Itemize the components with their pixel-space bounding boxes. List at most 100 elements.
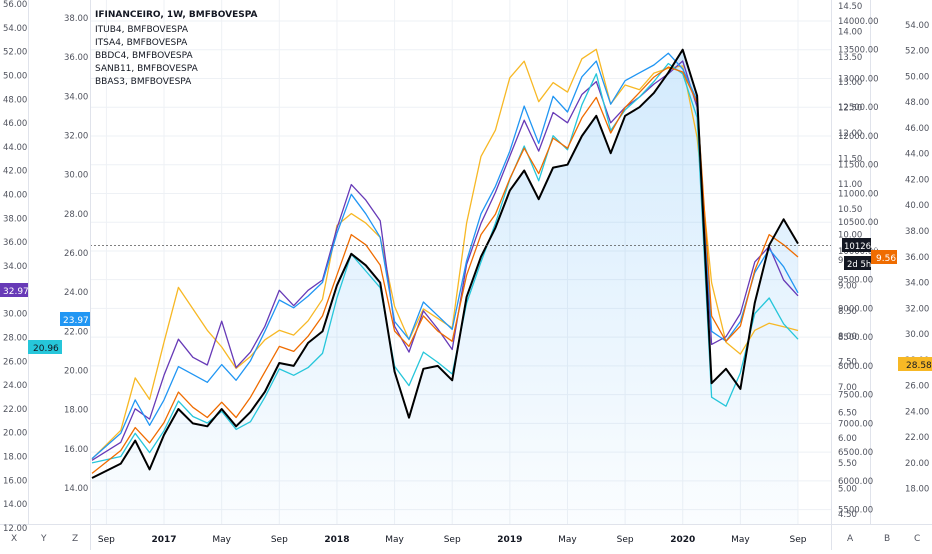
y-tick-label-bbas3: 52.00 [3, 48, 27, 58]
y-tick-label-ifinanceiro: 9000.00 [838, 304, 873, 314]
legend-bbas3: BBAS3, BMFBOVESPA [95, 77, 192, 87]
x-tick-label: 2020 [670, 535, 695, 545]
y-tick-label-santander: 20.00 [905, 459, 929, 469]
y-tick-label-santander: 42.00 [905, 175, 929, 185]
y-tick-label-bbas3: 36.00 [3, 238, 27, 248]
y-tick-label-ifinanceiro: 6500.00 [838, 448, 873, 458]
y-tick-label-ifinanceiro: 10500.00 [838, 218, 879, 228]
axis-button-a[interactable]: A [847, 534, 854, 544]
y-tick-label-itsa4: 34.00 [64, 92, 88, 102]
y-tick-label-itsa4: 30.00 [64, 171, 88, 181]
y-tick-label-itub4: 14.00 [838, 27, 862, 37]
y-tick-label-itub4: 11.00 [838, 180, 862, 190]
y-tick-label-ifinanceiro: 7500.00 [838, 391, 873, 401]
y-tick-label-bbas3: 12.00 [3, 524, 27, 534]
legend-itub4: ITUB4, BMFBOVESPA [95, 25, 189, 35]
y-tick-label-santander: 40.00 [905, 201, 929, 211]
legend-bbdc4: BBDC4, BMFBOVESPA [95, 51, 193, 61]
y-tick-label-itub4: 14.50 [838, 2, 862, 12]
badge-sanb11-text: 32.97 [3, 287, 29, 297]
y-tick-label-itsa4: 32.00 [64, 132, 88, 142]
y-tick-label-santander: 48.00 [905, 98, 929, 108]
axis-button-c[interactable]: C [914, 534, 920, 544]
y-tick-label-bbas3: 40.00 [3, 191, 27, 201]
y-tick-label-bbas3: 14.00 [3, 500, 27, 510]
y-tick-label-santander: 38.00 [905, 227, 929, 237]
y-tick-label-santander: 46.00 [905, 124, 929, 134]
y-tick-label-bbas3: 22.00 [3, 405, 27, 415]
y-tick-label-santander: 18.00 [905, 485, 929, 495]
y-tick-label-itsa4: 20.00 [64, 367, 88, 377]
y-tick-label-itsa4: 16.00 [64, 445, 88, 455]
y-tick-label-ifinanceiro: 11000.00 [838, 189, 879, 199]
y-tick-label-santander: 52.00 [905, 47, 929, 57]
y-tick-label-ifinanceiro: 8000.00 [838, 362, 873, 372]
y-tick-label-ifinanceiro: 13500.00 [838, 46, 879, 56]
y-tick-label-bbas3: 48.00 [3, 95, 27, 105]
badge-itub4-text: 9.56 [876, 254, 896, 264]
x-tick-label: Sep [790, 535, 807, 545]
axis-button-x[interactable]: X [11, 534, 17, 544]
y-tick-label-bbas3: 16.00 [3, 476, 27, 486]
y-tick-label-itub4: 5.50 [838, 459, 857, 469]
y-tick-label-itub4: 6.00 [838, 434, 857, 444]
x-tick-label: Sep [98, 535, 115, 545]
y-tick-label-itsa4: 26.00 [64, 249, 88, 259]
axis-button-y[interactable]: Y [40, 534, 47, 544]
y-tick-label-bbas3: 30.00 [3, 310, 27, 320]
y-tick-label-ifinanceiro: 11500.00 [838, 161, 879, 171]
y-tick-label-itsa4: 38.00 [64, 14, 88, 24]
badge-bbas3-text: 28.58 [906, 361, 932, 371]
y-tick-label-ifinanceiro: 14000.00 [838, 17, 879, 27]
y-tick-label-ifinanceiro: 8500.00 [838, 333, 873, 343]
y-tick-label-bbas3: 38.00 [3, 214, 27, 224]
y-tick-label-itsa4: 36.00 [64, 53, 88, 63]
axis-button-z[interactable]: Z [72, 534, 78, 544]
y-tick-label-ifinanceiro: 12000.00 [838, 132, 879, 142]
y-tick-label-bbas3: 54.00 [3, 24, 27, 34]
y-tick-label-santander: 24.00 [905, 407, 929, 417]
y-tick-label-bbas3: 18.00 [3, 453, 27, 463]
y-tick-label-bbas3: 34.00 [3, 262, 27, 272]
y-tick-label-bbas3: 42.00 [3, 167, 27, 177]
y-tick-label-itub4: 10.50 [838, 205, 862, 215]
x-tick-label: 2018 [324, 535, 349, 545]
x-tick-label: 2019 [497, 535, 522, 545]
y-tick-label-itsa4: 22.00 [64, 327, 88, 337]
y-tick-label-bbas3: 46.00 [3, 119, 27, 129]
legend-sanb11: SANB11, BMFBOVESPA [95, 64, 199, 74]
legend-ifinanceiro: IFINANCEIRO, 1W, BMFBOVESPA [95, 10, 258, 20]
x-tick-label: 2017 [152, 535, 177, 545]
y-tick-label-itsa4: 24.00 [64, 288, 88, 298]
y-tick-label-bbas3: 20.00 [3, 429, 27, 439]
y-tick-label-itub4: 6.50 [838, 408, 857, 418]
y-tick-label-santander: 26.00 [905, 382, 929, 392]
y-tick-label-itsa4: 28.00 [64, 210, 88, 220]
y-tick-label-ifinanceiro: 13000.00 [838, 74, 879, 84]
y-tick-label-bbas3: 28.00 [3, 333, 27, 343]
badge-itsa4-text: 23.97 [63, 316, 89, 326]
y-tick-label-ifinanceiro: 7000.00 [838, 419, 873, 429]
y-tick-label-santander: 44.00 [905, 150, 929, 160]
x-tick-label: May [731, 535, 750, 545]
x-tick-label: Sep [444, 535, 461, 545]
y-tick-label-santander: 32.00 [905, 304, 929, 314]
x-tick-label: May [385, 535, 404, 545]
y-tick-label-santander: 30.00 [905, 330, 929, 340]
x-tick-label: Sep [271, 535, 288, 545]
y-tick-label-bbas3: 44.00 [3, 143, 27, 153]
y-tick-label-ifinanceiro: 6000.00 [838, 477, 873, 487]
x-tick-label: May [558, 535, 577, 545]
axis-button-b[interactable]: B [884, 534, 890, 544]
y-tick-label-bbas3: 50.00 [3, 71, 27, 81]
x-tick-label: Sep [617, 535, 634, 545]
y-tick-label-santander: 34.00 [905, 279, 929, 289]
y-tick-label-santander: 54.00 [905, 21, 929, 31]
y-tick-label-santander: 22.00 [905, 433, 929, 443]
badge-countdown-text: 2d 5h [847, 260, 871, 270]
x-tick-label: May [212, 535, 231, 545]
y-tick-label-santander: 50.00 [905, 72, 929, 82]
y-tick-label-ifinanceiro: 9500.00 [838, 276, 873, 286]
